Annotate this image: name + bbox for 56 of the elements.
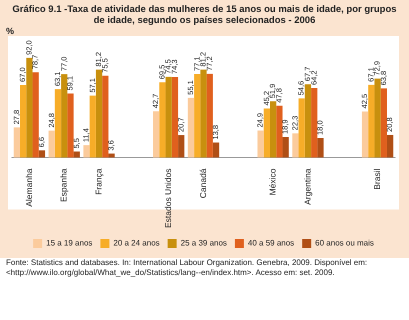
bar (374, 78, 381, 158)
x-tick-label: Alemanha (24, 168, 34, 207)
bar (270, 101, 276, 158)
bar (311, 88, 318, 158)
legend-label: 60 anos ou mais (315, 238, 374, 248)
bar (188, 98, 194, 158)
bar (257, 130, 264, 158)
bar (38, 150, 46, 158)
bar (386, 134, 394, 158)
bar (90, 96, 96, 158)
bar (282, 137, 289, 158)
bar (61, 74, 68, 158)
legend-label: 40 a 59 anos (248, 238, 294, 248)
x-tick-label: Brasil (372, 168, 382, 190)
y-axis-title: % (5, 26, 16, 36)
bar (368, 84, 374, 158)
bar (96, 70, 102, 158)
chart-title: Gráfico 9.1 -Taxa de atividade das mulheres de 15 anos ou mais de idade, por grupos de idade, segundo os países selecionados - 2006 (11, 3, 398, 26)
bar (26, 58, 33, 158)
bar (102, 76, 108, 158)
x-tick-label: Canadá (198, 168, 208, 198)
bar (304, 84, 312, 158)
bar (159, 82, 166, 158)
bar (178, 135, 184, 158)
bar (264, 108, 270, 158)
bar (54, 89, 62, 158)
x-tick-label: Estados Unidos (163, 168, 174, 228)
bar (362, 111, 368, 158)
bar (276, 106, 283, 158)
x-tick-label: Espanha (58, 168, 69, 202)
bar (172, 77, 178, 158)
bar (200, 70, 207, 158)
bar (108, 154, 115, 158)
legend-label: 15 a 19 anos (46, 238, 92, 248)
x-tick-label: França (93, 168, 104, 195)
bar (194, 74, 200, 158)
source-note: Fonte: Statistics and databases. In: International Labour Organization. Genebra, 2009. Disponível em: <http://www.ilo.org/global/What_we_do/Statistics/lang--en/index.htm>. Acesso em: set. 2009. (5, 258, 368, 277)
bar (20, 84, 26, 158)
legend-label: 20 a 24 anos (113, 238, 160, 248)
bar (48, 130, 55, 158)
bar (317, 138, 324, 158)
x-tick-label: México (267, 168, 278, 196)
bar (74, 152, 80, 158)
bar (32, 72, 39, 158)
bar (153, 111, 160, 158)
x-tick-label: Argentina (302, 168, 312, 205)
legend-label: 25 a 39 anos (180, 238, 227, 248)
bar (67, 94, 74, 158)
bar (380, 88, 387, 158)
bar (292, 133, 299, 158)
bar (166, 76, 172, 158)
bar (206, 74, 213, 158)
bar (298, 98, 305, 158)
bar (14, 127, 20, 158)
bar (83, 145, 90, 158)
bar (212, 142, 220, 158)
